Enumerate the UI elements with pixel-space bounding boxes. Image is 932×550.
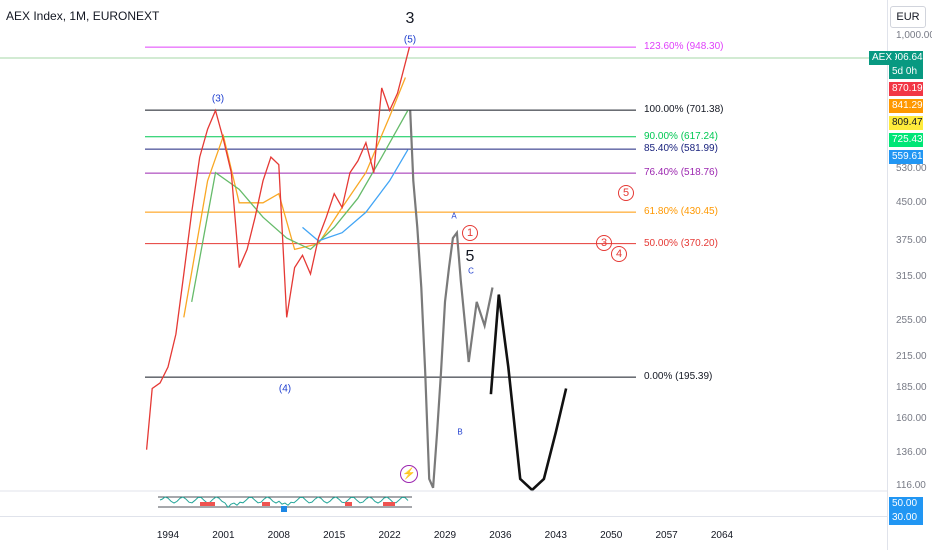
price-tick-label: 450.00 [896,196,927,208]
year-tick-label: 2029 [433,530,457,541]
countdown-tag: 5d 0h [889,65,923,79]
circled-wave-circle_3: 3 [596,235,612,251]
fib-level-label: 90.00% (617.24) [644,130,718,142]
price-tag: 559.61 [889,150,923,164]
price-tick-label: 215.00 [896,351,927,363]
price-tick-label: 185.00 [896,382,927,394]
moving-average-line [302,149,409,242]
fib-level-label: 50.00% (370.20) [644,237,718,249]
fib-level-label: 61.80% (430.45) [644,206,718,218]
oscillator-tag: 50.00 [889,497,923,511]
oscillator-highlight [200,502,215,506]
price-tag: 841.29 [889,99,923,113]
price-series-line [145,47,411,450]
price-tick-label: 315.00 [896,271,927,283]
price-tick-label: 1,000.00 [896,30,932,41]
year-tick-label: 1994 [156,530,180,541]
wave-label-wave_3: (3) [211,93,225,105]
fib-level-label: 76.40% (518.76) [644,167,718,179]
price-scale-divider [887,0,888,550]
year-tick-label: 2036 [489,530,512,541]
year-tick-label: 2064 [710,530,734,541]
moving-average-line [191,110,409,303]
moving-average-line [183,77,407,318]
fib-level-label: 85.40% (581.99) [644,143,718,155]
circled-wave-circle_5: 5 [618,185,634,201]
year-tick-label: 2043 [544,530,567,541]
year-tick-label: 2015 [323,530,346,541]
price-tick-label: 116.00 [896,480,926,491]
year-tick-label: 2001 [212,530,235,541]
fib-level-label: 100.00% (701.38) [644,104,724,116]
price-tag: 906.64 [889,51,923,65]
oscillator-highlight [383,502,395,506]
oscillator-highlight [281,506,287,512]
oscillator-line [159,496,409,509]
wave-label-wave_5: (5) [403,34,417,46]
fib-level-label: 123.60% (948.30) [644,41,724,53]
oscillator-pane [0,490,887,512]
oscillator-highlight [345,502,352,506]
wave-label-wave_4: (4) [278,383,292,395]
price-tag: 809.47 [889,116,923,130]
price-tick-label: 255.00 [896,315,927,327]
price-tag: 870.19 [889,82,923,96]
year-tick-label: 2050 [600,530,623,541]
year-tick-label: 2008 [267,530,290,541]
fib-level-label: 0.00% (195.39) [644,371,713,383]
moving-averages [183,77,409,318]
year-tick-label: 2057 [655,530,678,541]
price-tick-label: 136.00 [896,446,927,458]
symbol-title[interactable]: AEX Index, 1M, EURONEXT [6,9,160,23]
price-series-line [409,110,494,489]
wave-label-big_5: 5 [465,248,475,265]
price-tag: 725.43 [889,133,923,147]
price-tick-label: 160.00 [896,412,927,424]
oscillator-tag: 30.00 [889,511,923,525]
circled-wave-circle_1: 1 [462,225,478,241]
price-series-line [489,294,568,492]
wave-label-c: C [468,266,474,276]
circled-wave-circle_4: 4 [611,246,627,262]
price-tick-label: 375.00 [896,234,927,246]
year-tick-label: 2022 [378,530,401,541]
oscillator-highlight [262,502,270,506]
price-series [145,47,568,492]
wave-label-b: B [457,427,463,437]
lightning-icon[interactable]: ⚡ [400,465,418,483]
price-tick-label: 530.00 [896,162,927,174]
wave-label-top_3: 3 [405,10,415,27]
wave-label-a: A [451,211,457,221]
symbol-tag: AEX [869,51,896,65]
currency-button[interactable]: EUR [890,6,926,28]
time-axis-divider [0,516,887,517]
